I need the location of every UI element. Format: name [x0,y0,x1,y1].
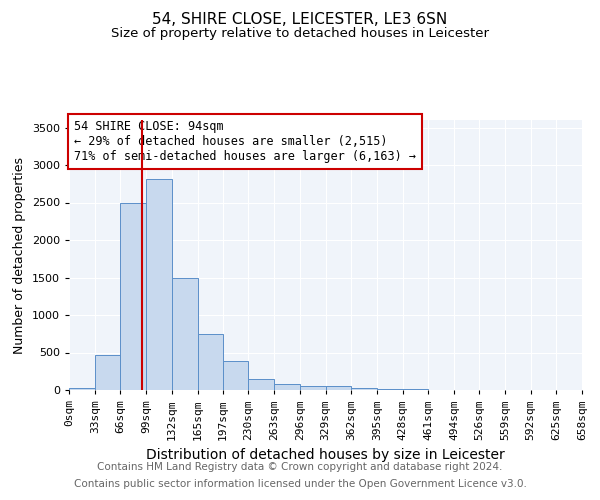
Bar [95,355,121,390]
Bar [274,384,300,390]
Bar [172,278,197,390]
Text: Contains HM Land Registry data © Crown copyright and database right 2024.: Contains HM Land Registry data © Crown c… [97,462,503,472]
X-axis label: Distribution of detached houses by size in Leicester: Distribution of detached houses by size … [146,448,505,462]
Bar [197,334,223,390]
Bar [377,388,403,390]
Y-axis label: Number of detached properties: Number of detached properties [13,156,26,354]
Bar [403,389,428,390]
Bar [146,178,172,390]
Text: Contains public sector information licensed under the Open Government Licence v3: Contains public sector information licen… [74,479,526,489]
Bar [300,386,325,390]
Bar [69,388,95,390]
Bar [248,379,274,390]
Text: Size of property relative to detached houses in Leicester: Size of property relative to detached ho… [111,28,489,40]
Text: 54 SHIRE CLOSE: 94sqm
← 29% of detached houses are smaller (2,515)
71% of semi-d: 54 SHIRE CLOSE: 94sqm ← 29% of detached … [74,120,416,163]
Bar [351,388,377,390]
Bar [325,386,351,390]
Bar [223,361,248,390]
Text: 54, SHIRE CLOSE, LEICESTER, LE3 6SN: 54, SHIRE CLOSE, LEICESTER, LE3 6SN [152,12,448,28]
Bar [121,202,146,390]
